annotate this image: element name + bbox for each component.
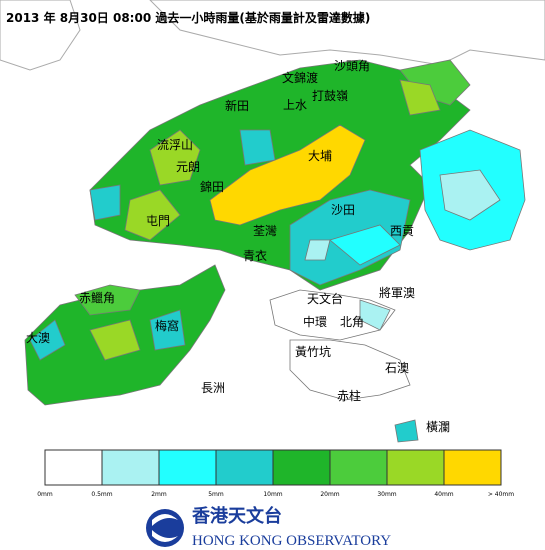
legend-label: 20mm (320, 491, 339, 498)
place-label: 文錦渡 (282, 70, 318, 85)
place-label: 元朗 (176, 160, 200, 174)
place-label: 中環 (303, 314, 327, 329)
place-label: 沙田 (331, 203, 355, 217)
logo: 香港天文台 HONG KONG OBSERVATORY (146, 505, 391, 549)
place-label: 流浮山 (157, 138, 193, 152)
legend-swatch (101, 449, 160, 486)
place-label: 上水 (283, 98, 307, 112)
place-label: 天文台 (307, 291, 343, 306)
map-title: 2013 年 8月30日 08:00 過去一小時雨量(基於雨量計及雷達數據) (6, 10, 370, 25)
place-label: 橫瀾 (426, 420, 450, 434)
legend-swatch (44, 449, 103, 486)
legend-label: 30mm (377, 491, 396, 498)
place-label: 赤柱 (337, 388, 361, 403)
land-outline (0, 0, 545, 71)
place-label: 新田 (225, 98, 249, 113)
place-label: 長洲 (201, 381, 225, 395)
legend-swatch (158, 449, 217, 486)
legend-swatch (215, 449, 274, 486)
legend-label: 5mm (208, 491, 224, 498)
place-label: 北角 (340, 315, 364, 329)
logo-chinese: 香港天文台 (191, 505, 282, 527)
legend-label: 40mm (434, 491, 453, 498)
legend-label: 0mm (37, 491, 53, 498)
place-label: 青衣 (243, 248, 267, 263)
place-label: 屯門 (146, 214, 170, 228)
place-label: 打鼓嶺 (312, 89, 348, 103)
place-label: 荃灣 (253, 224, 277, 238)
logo-english: HONG KONG OBSERVATORY (192, 533, 391, 549)
place-label: 大埔 (308, 149, 332, 163)
legend: 0mm 0.5mm 2mm 5mm 10mm 20mm 30mm 40mm > 40mm (37, 449, 514, 498)
legend-swatch (272, 449, 331, 486)
legend-swatch (386, 449, 445, 486)
legend-swatch (443, 449, 502, 486)
legend-label: 0.5mm (91, 491, 112, 498)
place-label: 黃竹坑 (295, 344, 331, 359)
place-label: 梅窩 (155, 318, 179, 333)
place-label: 錦田 (200, 179, 224, 194)
place-label: 大澳 (26, 331, 50, 345)
rain-areas (24, 59, 526, 443)
place-label: 西貢 (390, 224, 414, 238)
legend-label: 10mm (263, 491, 282, 498)
legend-swatch (329, 449, 388, 486)
logo-mark (152, 514, 178, 542)
place-label: 沙頭角 (334, 59, 370, 73)
legend-label: 2mm (151, 491, 167, 498)
place-label: 赤鱲角 (79, 291, 115, 305)
place-label: 石澳 (385, 361, 409, 375)
place-label: 將軍澳 (379, 285, 415, 300)
legend-label: > 40mm (488, 491, 514, 498)
